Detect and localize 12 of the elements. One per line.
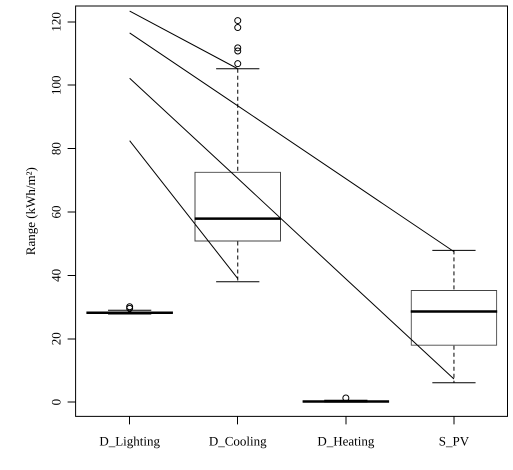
y-tick-label: 100 xyxy=(48,75,64,95)
x-tick-label: D_Cooling xyxy=(208,434,268,449)
y-tick-label: 60 xyxy=(48,205,64,218)
y-tick-label: 40 xyxy=(48,268,64,282)
y-axis-title: Range (kWh/m²) xyxy=(23,167,38,256)
x-tick-label: D_Heating xyxy=(317,434,375,449)
y-tick-label: 0 xyxy=(48,398,64,406)
x-tick-label: S_PV xyxy=(438,434,470,449)
y-tick-label: 120 xyxy=(48,12,64,32)
y-tick-label: 80 xyxy=(48,142,64,156)
y-tick-label: 20 xyxy=(48,332,64,346)
x-tick-label: D_Lighting xyxy=(99,434,160,449)
